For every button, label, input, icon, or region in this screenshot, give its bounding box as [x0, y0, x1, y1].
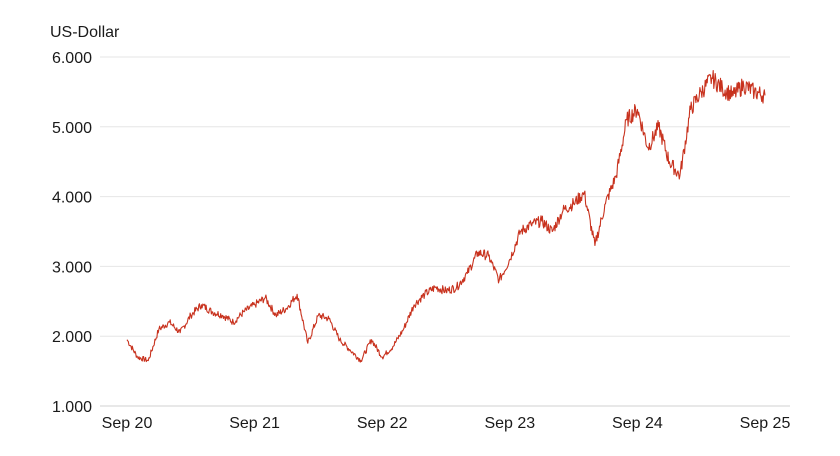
x-tick-label: Sep 23	[484, 415, 535, 432]
x-axis-ticks: Sep 20 Sep 21 Sep 22 Sep 23 Sep 24 Sep 25	[102, 415, 791, 432]
x-tick-label: Sep 22	[357, 415, 408, 432]
gridlines	[100, 56, 790, 407]
y-axis-title: US-Dollar	[50, 24, 120, 41]
y-tick-label: 2.000	[52, 329, 92, 346]
y-axis-ticks: 1.000 2.000 3.000 4.000 5.000 6.000	[52, 50, 92, 416]
x-tick-label: Sep 20	[102, 415, 153, 432]
y-tick-label: 3.000	[52, 259, 92, 276]
y-tick-label: 6.000	[52, 50, 92, 67]
y-tick-label: 1.000	[52, 399, 92, 416]
y-tick-label: 4.000	[52, 190, 92, 207]
x-tick-label: Sep 21	[229, 415, 280, 432]
x-tick-label: Sep 24	[612, 415, 663, 432]
y-tick-label: 5.000	[52, 120, 92, 137]
price-series-line	[126, 69, 766, 363]
x-tick-label: Sep 25	[740, 415, 791, 432]
